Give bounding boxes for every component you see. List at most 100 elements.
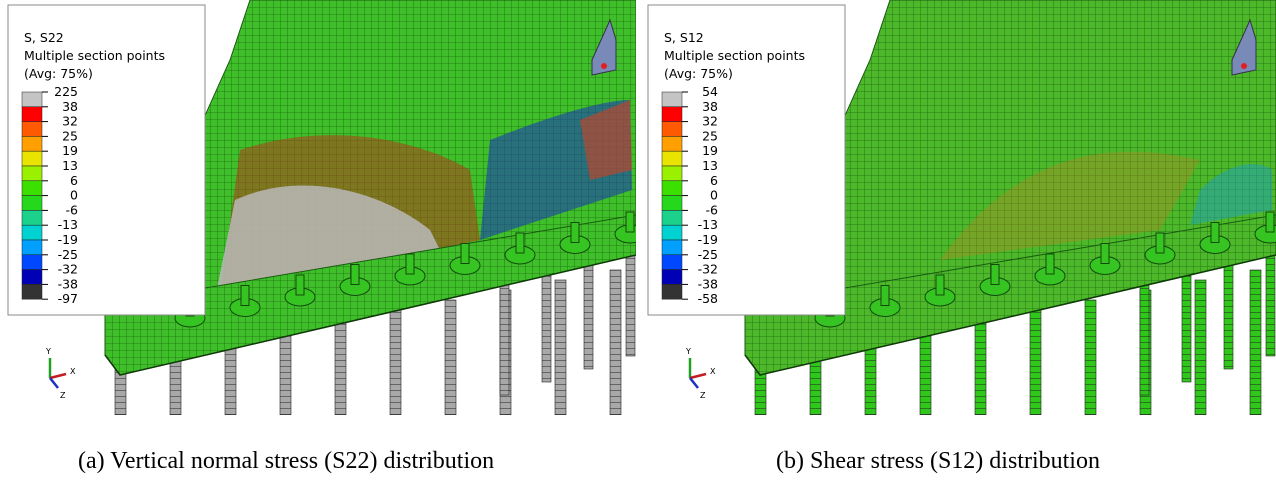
- axis-x: [50, 374, 66, 378]
- legend-swatch: [662, 284, 682, 299]
- axis-label: Z: [700, 391, 706, 400]
- bolt-shank: [241, 286, 249, 306]
- legend-swatch: [22, 240, 42, 255]
- view-icon-dot: [601, 63, 607, 69]
- legend-label: -25: [698, 247, 718, 262]
- legend-title: S, S12: [664, 30, 704, 45]
- pile: [335, 320, 346, 415]
- legend-swatch: [22, 107, 42, 122]
- legend-swatch: [662, 255, 682, 270]
- bolt-shank: [936, 275, 944, 295]
- legend-label: 19: [62, 143, 78, 158]
- pile: [445, 300, 456, 415]
- view-icon-dot: [1241, 63, 1247, 69]
- bolt-shank: [1101, 244, 1109, 264]
- pile: [390, 310, 401, 415]
- legend-swatch: [662, 92, 682, 107]
- axis-label: Y: [45, 347, 51, 356]
- bolt-shank: [406, 254, 414, 274]
- axis-z: [50, 378, 58, 388]
- caption: (a) Vertical normal stress (S22) distrib…: [78, 448, 494, 475]
- bolt-shank: [1266, 212, 1274, 232]
- caption: (b) Shear stress (S12) distribution: [776, 448, 1100, 475]
- legend-swatch: [22, 136, 42, 151]
- legend-title: (Avg: 75%): [24, 66, 93, 81]
- pile: [1030, 310, 1041, 415]
- bolt-shank: [516, 233, 524, 253]
- legend-swatch: [22, 122, 42, 137]
- legend-swatch: [662, 136, 682, 151]
- legend-swatch: [662, 166, 682, 181]
- legend-label: -25: [58, 247, 78, 262]
- legend-swatch: [22, 210, 42, 225]
- pile: [865, 340, 876, 415]
- legend-label: -38: [58, 276, 78, 291]
- pile: [975, 320, 986, 415]
- legend-label: 32: [62, 114, 78, 129]
- legend-swatch: [662, 122, 682, 137]
- bolt-shank: [1211, 223, 1219, 243]
- bolt-shank: [571, 223, 579, 243]
- legend-swatch: [22, 270, 42, 285]
- legend-swatch: [662, 196, 682, 211]
- legend-swatch: [22, 255, 42, 270]
- axis-label: X: [70, 367, 76, 376]
- legend-label: -97: [58, 291, 78, 306]
- legend-swatch: [662, 270, 682, 285]
- contour-plot: S, S22 Multiple section points (Avg: 75%) 2…: [0, 0, 636, 415]
- legend-title: (Avg: 75%): [664, 66, 733, 81]
- pile: [555, 280, 566, 415]
- legend-swatch: [662, 240, 682, 255]
- legend-label: 0: [70, 188, 78, 203]
- axis-z: [690, 378, 698, 388]
- pile: [1195, 280, 1206, 415]
- legend-label: -58: [698, 291, 718, 306]
- legend-swatch: [22, 151, 42, 166]
- legend-label: 38: [702, 99, 718, 114]
- legend-label: -32: [58, 262, 78, 277]
- legend-label: 25: [702, 128, 718, 143]
- bolt-shank: [1156, 233, 1164, 253]
- legend-label: 13: [62, 158, 78, 173]
- legend-title: S, S22: [24, 30, 64, 45]
- bolt-shank: [1046, 254, 1054, 274]
- legend-label: -13: [58, 217, 78, 232]
- pile: [1085, 300, 1096, 415]
- figure: S, S22 Multiple section points (Avg: 75%) 2…: [0, 0, 1276, 487]
- legend-label: -6: [706, 202, 719, 217]
- bolt-shank: [296, 275, 304, 295]
- legend-label: -19: [698, 232, 718, 247]
- legend-title: Multiple section points: [664, 48, 805, 63]
- legend-label: 32: [702, 114, 718, 129]
- bolt-shank: [626, 212, 634, 232]
- contour-plot: S, S12 Multiple section points (Avg: 75%) 5…: [640, 0, 1276, 415]
- axis-label: X: [710, 367, 716, 376]
- pile: [920, 330, 931, 415]
- legend-title: Multiple section points: [24, 48, 165, 63]
- legend-swatch: [662, 151, 682, 166]
- axis-label: Z: [60, 391, 66, 400]
- legend-label: -38: [698, 276, 718, 291]
- legend-swatch: [22, 166, 42, 181]
- bolt-shank: [461, 244, 469, 264]
- legend-label: 19: [702, 143, 718, 158]
- legend-label: 25: [62, 128, 78, 143]
- legend-label: -13: [698, 217, 718, 232]
- legend-swatch: [662, 107, 682, 122]
- legend-swatch: [22, 284, 42, 299]
- legend-swatch: [662, 181, 682, 196]
- legend-label: 0: [710, 188, 718, 203]
- pile: [280, 330, 291, 415]
- legend-label: 54: [702, 84, 718, 99]
- legend-swatch: [22, 181, 42, 196]
- legend-swatch: [22, 225, 42, 240]
- bolt-shank: [881, 286, 889, 306]
- axis-label: Y: [685, 347, 691, 356]
- legend-swatch: [662, 225, 682, 240]
- pile: [225, 340, 236, 415]
- pile: [1250, 270, 1261, 415]
- legend-label: 6: [710, 173, 718, 188]
- legend-swatch: [22, 92, 42, 107]
- legend-label: -32: [698, 262, 718, 277]
- bolt-shank: [991, 265, 999, 285]
